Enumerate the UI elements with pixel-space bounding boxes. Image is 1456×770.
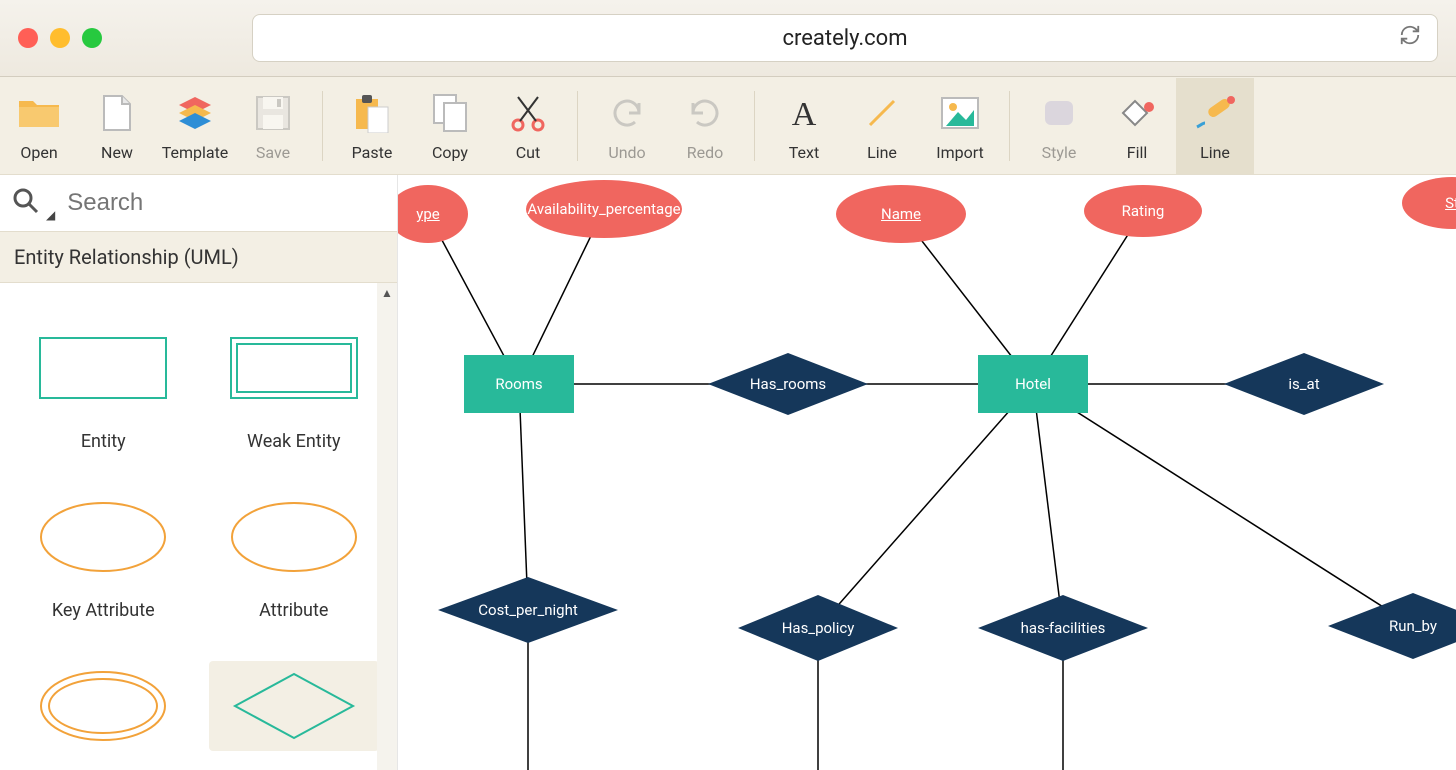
paste-label: Paste: [352, 143, 393, 162]
line2-label: Line: [1200, 143, 1230, 162]
node-isat[interactable]: is_at: [1224, 353, 1384, 415]
shape-panel-title[interactable]: Entity Relationship (UML): [0, 231, 397, 283]
weak-entity-shape-icon: [209, 323, 380, 413]
toolbar: Open New Template Save Paste: [0, 77, 1456, 175]
open-button[interactable]: Open: [0, 78, 78, 174]
multivalued-attribute-shape-icon: [18, 661, 189, 751]
redo-button[interactable]: Redo: [666, 78, 744, 174]
fill-icon: [1117, 89, 1157, 137]
node-cost[interactable]: Cost_per_night: [438, 577, 618, 643]
new-file-icon: [102, 89, 132, 137]
shape-weak-entity[interactable]: Weak Entity: [209, 323, 380, 452]
folder-icon: [17, 89, 61, 137]
fill-label: Fill: [1127, 143, 1148, 162]
relationship-shape-icon: [209, 661, 380, 751]
maximize-window-button[interactable]: [82, 28, 102, 48]
fill-button[interactable]: Fill: [1098, 78, 1176, 174]
style-icon: [1041, 89, 1077, 137]
text-icon: A: [787, 89, 821, 137]
line-style-button[interactable]: Line: [1176, 78, 1254, 174]
cut-button[interactable]: Cut: [489, 78, 567, 174]
pencil-icon: [1193, 89, 1237, 137]
search-icon[interactable]: [12, 187, 40, 219]
copy-button[interactable]: Copy: [411, 78, 489, 174]
undo-button[interactable]: Undo: [588, 78, 666, 174]
new-label: New: [101, 143, 133, 162]
line-icon: [864, 89, 900, 137]
save-icon: [255, 89, 291, 137]
paste-button[interactable]: Paste: [333, 78, 411, 174]
paste-icon: [354, 89, 390, 137]
sidebar-scrollbar[interactable]: ▲: [377, 283, 397, 770]
minimize-window-button[interactable]: [50, 28, 70, 48]
key-attribute-shape-icon: [18, 492, 189, 582]
import-label: Import: [936, 143, 984, 162]
shape-key-attribute[interactable]: Key Attribute: [18, 492, 189, 621]
shape-grid: Entity Weak Entity Key Attribute: [0, 283, 397, 761]
svg-text:A: A: [792, 96, 817, 131]
copy-icon: [432, 89, 468, 137]
entity-shape-icon: [18, 323, 189, 413]
browser-chrome: creately.com: [0, 0, 1456, 77]
undo-icon: [609, 89, 645, 137]
undo-label: Undo: [608, 143, 645, 162]
shape-relationship[interactable]: [209, 661, 380, 751]
node-runby[interactable]: Run_by: [1328, 593, 1456, 659]
address-url: creately.com: [782, 26, 907, 51]
text-tool-button[interactable]: A Text: [765, 78, 843, 174]
style-label: Style: [1042, 143, 1077, 162]
refresh-icon[interactable]: [1399, 24, 1421, 52]
node-hotel[interactable]: Hotel: [978, 355, 1088, 413]
line-tool-button[interactable]: Line: [843, 78, 921, 174]
node-rating[interactable]: Rating: [1084, 185, 1202, 237]
new-button[interactable]: New: [78, 78, 156, 174]
main-area: ◢ Entity Relationship (UML) Entity Weak …: [0, 175, 1456, 770]
node-fac[interactable]: has-facilities: [978, 595, 1148, 661]
attribute-shape-icon: [209, 492, 380, 582]
import-button[interactable]: Import: [921, 78, 999, 174]
save-label: Save: [256, 143, 290, 162]
scroll-up-icon[interactable]: ▲: [377, 283, 397, 303]
node-hasrooms[interactable]: Has_rooms: [708, 353, 868, 415]
line-label: Line: [867, 143, 897, 162]
node-name[interactable]: Name: [836, 185, 966, 243]
node-rooms[interactable]: Rooms: [464, 355, 574, 413]
shape-attribute[interactable]: Attribute: [209, 492, 380, 621]
cut-icon: [510, 89, 546, 137]
redo-label: Redo: [687, 143, 724, 162]
address-bar[interactable]: creately.com: [252, 14, 1438, 62]
search-dropdown-icon[interactable]: ◢: [46, 208, 55, 222]
shape-entity[interactable]: Entity: [18, 323, 189, 452]
import-icon: [940, 89, 980, 137]
cut-label: Cut: [516, 143, 540, 162]
close-window-button[interactable]: [18, 28, 38, 48]
template-label: Template: [162, 143, 229, 162]
redo-icon: [687, 89, 723, 137]
node-avail[interactable]: Availability_percentage: [526, 180, 682, 238]
text-label: Text: [789, 143, 819, 162]
search-row: ◢: [0, 175, 397, 231]
template-icon: [175, 89, 215, 137]
edge-layer: [398, 175, 1456, 770]
node-policy[interactable]: Has_policy: [738, 595, 898, 661]
save-button[interactable]: Save: [234, 78, 312, 174]
style-button[interactable]: Style: [1020, 78, 1098, 174]
open-label: Open: [20, 143, 57, 162]
search-input[interactable]: [67, 189, 385, 217]
shape-multivalued-attribute[interactable]: [18, 661, 189, 751]
diagram-canvas[interactable]: ypeAvailability_percentageNameRatingStRo…: [398, 175, 1456, 770]
shape-sidebar: ◢ Entity Relationship (UML) Entity Weak …: [0, 175, 398, 770]
template-button[interactable]: Template: [156, 78, 234, 174]
window-controls: [18, 28, 102, 48]
copy-label: Copy: [432, 143, 468, 162]
